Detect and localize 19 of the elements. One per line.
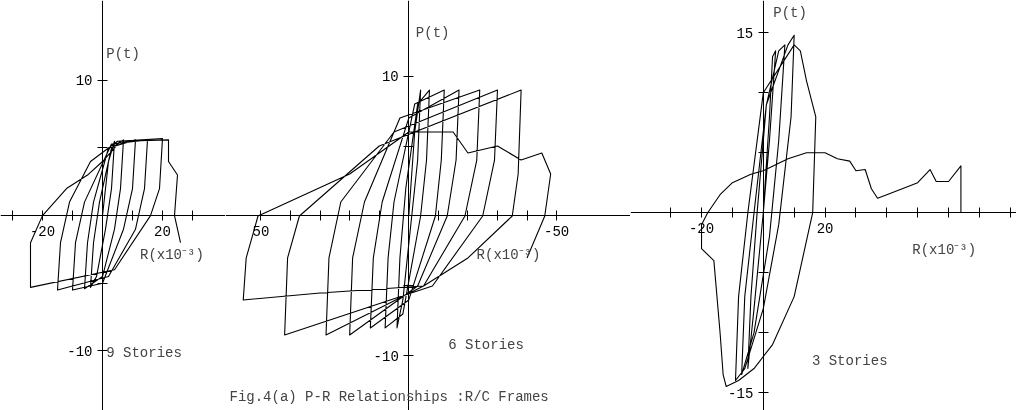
y-tick-label: 15 — [736, 25, 754, 42]
y-tick-label: 10 — [75, 73, 93, 90]
y-axis-title: P(t) — [773, 4, 807, 21]
y-tick-label: -10 — [67, 343, 93, 360]
y-axis-title: P(t) — [106, 45, 140, 62]
x-tick-label: -50 — [543, 223, 570, 240]
x-tick-label: 50 — [252, 223, 270, 240]
x-tick-label: 20 — [816, 220, 834, 237]
x-tick-label: 20 — [154, 223, 171, 240]
y-tick-label: -10 — [373, 348, 399, 365]
y-tick-label: 10 — [381, 69, 399, 86]
annotation: 3 Stories — [811, 353, 888, 370]
y-axis-title: P(t) — [415, 25, 450, 42]
x-axis-title: R(x10⁻³) — [476, 246, 541, 263]
annotation: 6 Stories — [448, 336, 524, 353]
annotation: 9 Stories — [106, 345, 182, 362]
x-axis-title: R(x10⁻³) — [912, 242, 977, 259]
y-tick-label: -15 — [728, 385, 754, 402]
x-axis-title: R(x10⁻³) — [140, 246, 204, 263]
